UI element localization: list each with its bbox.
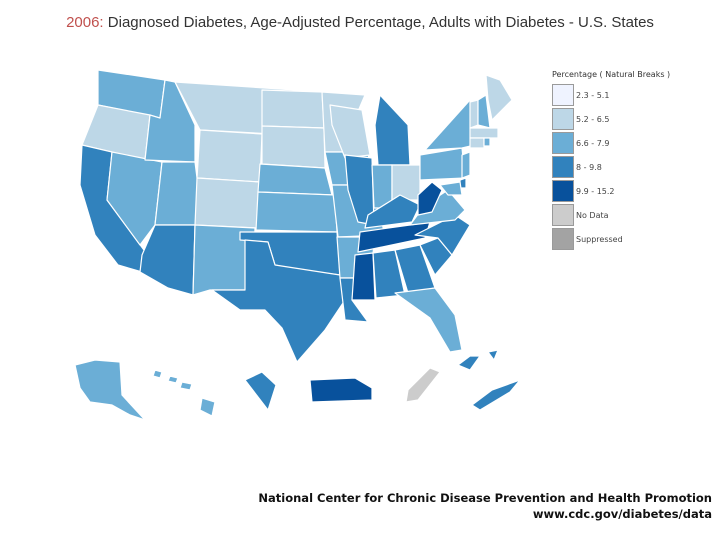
title-text: Diagnosed Diabetes, Age-Adjusted Percent… [103,14,654,31]
state-sd[interactable] [261,125,326,169]
legend-swatch [552,108,574,130]
legend-swatch [552,180,574,202]
state-co[interactable] [194,177,261,229]
legend-item: 8 - 9.8 [552,155,712,179]
legend-item: No Data [552,203,712,227]
state-fl[interactable] [394,287,463,353]
legend-label: Suppressed [576,234,623,244]
legend-swatch [552,204,574,226]
footer-url[interactable]: www.cdc.gov/diabetes/data [532,507,712,521]
state-dc[interactable] [244,371,277,411]
legend-swatch [552,84,574,106]
state-md[interactable] [439,181,463,196]
state-mi[interactable] [374,94,411,166]
state-pa[interactable] [419,147,466,181]
state-pr[interactable] [309,377,373,403]
state-ak[interactable] [74,359,146,421]
legend-items: 2.3 - 5.1 5.2 - 6.5 6.6 - 7.9 8 - 9.8 9.9 - … [552,83,712,251]
legend-swatch [552,228,574,250]
state-wv[interactable] [417,181,443,216]
map-legend: Percentage ( Natural Breaks ) 2.3 - 5.1 5… [552,70,712,251]
state-la[interactable] [339,277,369,323]
legend-item: 2.3 - 5.1 [552,83,712,107]
state-ma[interactable] [469,127,499,139]
state-ky[interactable] [364,194,421,229]
legend-label: 5.2 - 6.5 [576,114,610,124]
state-gu[interactable] [405,367,441,403]
state-ne[interactable] [257,163,333,196]
state-me[interactable] [485,74,513,121]
footer-organization: National Center for Chronic Disease Prev… [258,491,712,505]
legend-title: Percentage ( Natural Breaks ) [552,70,671,79]
legend-label: 6.6 - 7.9 [576,138,610,148]
state-hi[interactable] [152,369,216,417]
legend-item: 6.6 - 7.9 [552,131,712,155]
state-ks[interactable] [255,191,338,233]
legend-item: 9.9 - 15.2 [552,179,712,203]
state-az[interactable] [139,224,196,296]
state-wy[interactable] [196,129,263,183]
legend-swatch [552,132,574,154]
state-nj[interactable] [461,151,471,179]
legend-label: No Data [576,210,609,220]
state-nd[interactable] [261,89,325,129]
legend-item: Suppressed [552,227,712,251]
state-ri[interactable] [483,137,491,147]
legend-label: 2.3 - 5.1 [576,90,610,100]
state-ms[interactable] [351,252,376,301]
state-ct[interactable] [469,137,485,149]
state-vi[interactable] [457,349,521,411]
state-tx[interactable] [211,239,346,363]
map-title: 2006: Diagnosed Diabetes, Age-Adjusted P… [0,14,720,31]
state-vt[interactable] [469,99,479,129]
legend-swatch [552,156,574,178]
legend-label: 9.9 - 15.2 [576,186,615,196]
state-oh[interactable] [391,164,421,201]
footer-credit: National Center for Chronic Disease Prev… [258,490,712,522]
title-year: 2006: [66,14,104,31]
state-ny[interactable] [424,99,476,151]
legend-label: 8 - 9.8 [576,162,602,172]
legend-item: 5.2 - 6.5 [552,107,712,131]
